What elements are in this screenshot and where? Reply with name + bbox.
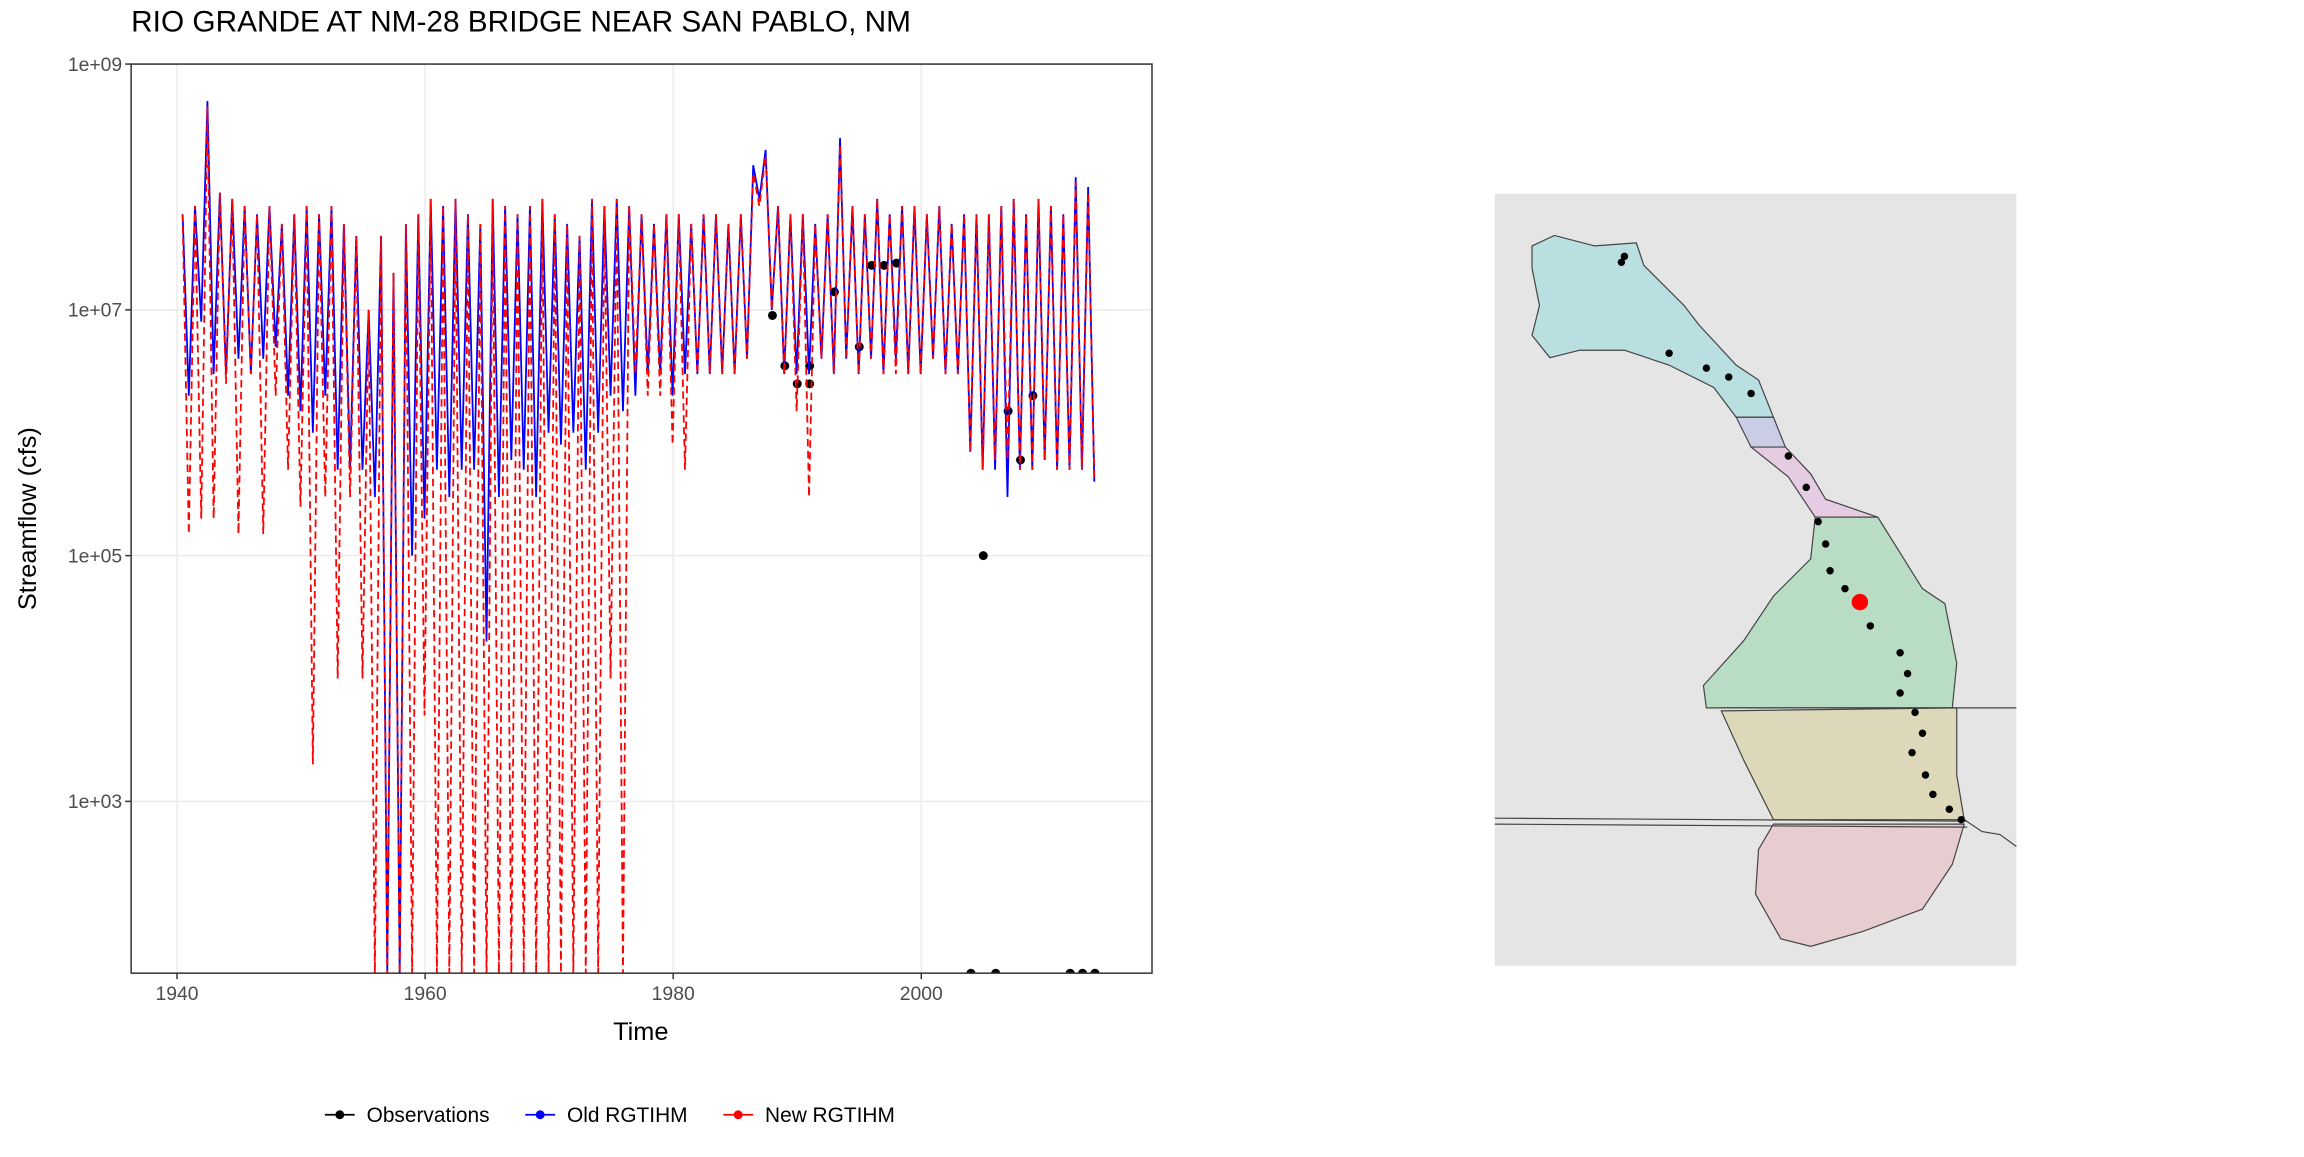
map-site (1918, 729, 1927, 737)
map-site (1702, 364, 1711, 372)
plot-panel (131, 64, 1152, 974)
panel-border (130, 63, 1153, 974)
x-tick-label: 1960 (404, 983, 447, 1005)
observation-point (1090, 968, 1100, 974)
map-site (1908, 748, 1916, 757)
legend-key-point (335, 1110, 345, 1120)
map-site (1957, 815, 1965, 824)
observation-point (879, 260, 889, 270)
observation-point (991, 968, 1001, 974)
map (1494, 193, 2017, 966)
legend-label: Observations (367, 1104, 490, 1127)
map-site (1896, 649, 1904, 657)
observation-point (966, 968, 976, 974)
map-river (1963, 819, 2017, 847)
map-boundary (1494, 823, 1968, 828)
map-site (1617, 258, 1626, 267)
chart-title: RIO GRANDE AT NM-28 BRIDGE NEAR SAN PABL… (131, 5, 911, 38)
map-sites (1617, 252, 1965, 824)
map-site (1866, 622, 1875, 630)
map-site (1802, 483, 1810, 492)
plot-data (181, 101, 1100, 974)
map-site (1945, 805, 1954, 813)
map-site (1929, 790, 1937, 799)
x-axis-label: Time (613, 1018, 668, 1046)
y-tick-label: 1e+05 (68, 545, 122, 567)
x-tick-label: 2000 (900, 983, 943, 1005)
observation-point (1065, 968, 1075, 974)
legend-label: New RGTIHM (765, 1104, 895, 1127)
map-site (1911, 708, 1919, 717)
legend: Observations Old RGTIHM New RGTIHM (324, 1104, 895, 1127)
x-tick-label: 1940 (156, 983, 199, 1005)
map-region (1749, 446, 1878, 518)
y-axis-label: Streamflow (cfs) (14, 427, 42, 610)
map-region (1754, 823, 1966, 947)
legend-label: Old RGTIHM (567, 1104, 688, 1127)
axes: 1e+03 1e+05 1e+07 1e+09 1940 1960 1980 2000 (68, 54, 943, 1005)
observation-point (767, 311, 777, 320)
map-boundary (1494, 817, 1968, 822)
map-site (1747, 389, 1755, 398)
observation-point (978, 551, 988, 561)
observation-point (1078, 968, 1088, 974)
map-site (1725, 373, 1733, 381)
series-line (181, 106, 1096, 974)
y-tick-label: 1e+09 (68, 54, 122, 76)
map-site (1620, 252, 1629, 261)
map-site (1841, 584, 1849, 593)
map-site (1821, 540, 1830, 548)
map-site (1903, 669, 1912, 678)
map-site (1665, 349, 1673, 357)
map-selected-site (1851, 593, 1869, 611)
map-site (1784, 452, 1793, 460)
map-site (1826, 567, 1834, 575)
map-site (1814, 517, 1822, 526)
map-site (1896, 689, 1904, 697)
legend-key-point (733, 1110, 743, 1120)
map-site (1921, 771, 1930, 779)
x-tick-label: 1980 (652, 983, 695, 1005)
legend-key-point (535, 1110, 545, 1120)
y-tick-label: 1e+07 (68, 300, 122, 322)
observation-point (892, 258, 901, 268)
y-tick-label: 1e+03 (68, 791, 122, 813)
